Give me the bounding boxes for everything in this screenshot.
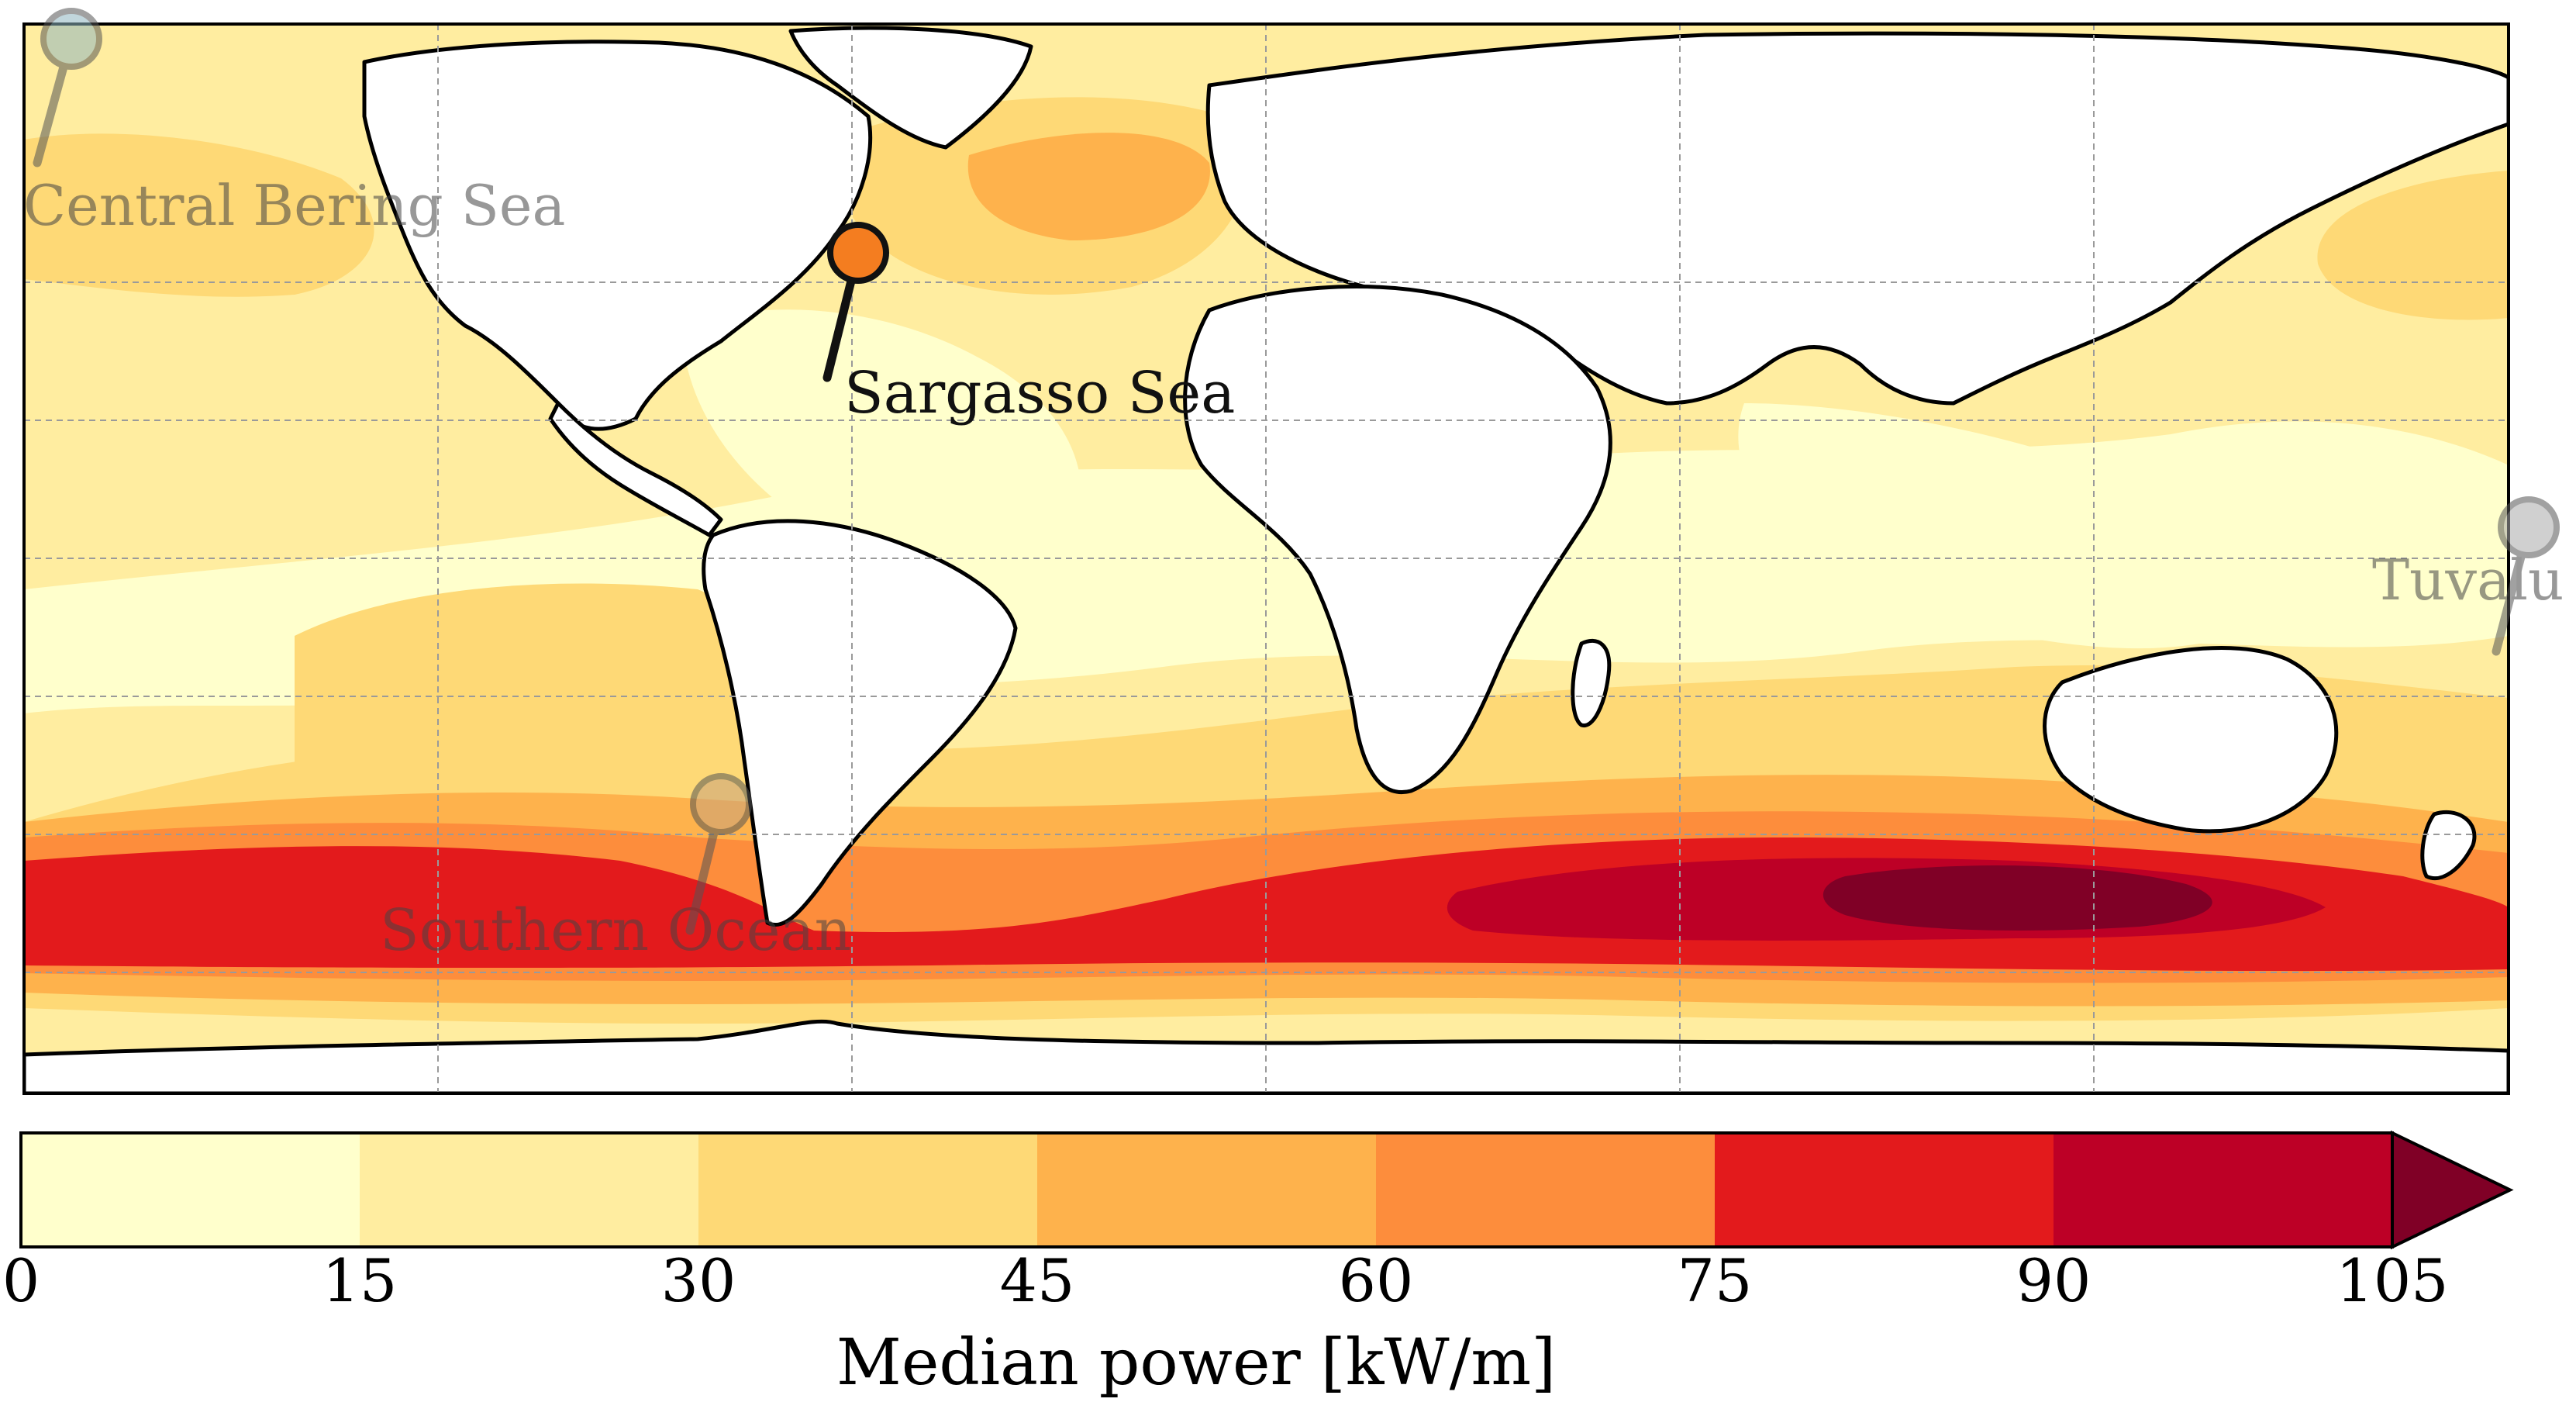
south-america [702, 519, 1018, 927]
marker-tuvalu[interactable]: Tuvalu [2372, 496, 2564, 656]
colorbar-bins [21, 1130, 2514, 1250]
marker-pin-icon [690, 773, 752, 835]
contour-0-15-atlantic [682, 309, 1081, 572]
colorbar-tick-label: 15 [322, 1246, 398, 1315]
map-frame [22, 22, 2510, 1095]
contour-30-45-south-pacific-bulge [295, 583, 768, 775]
australia [2043, 646, 2339, 834]
marker-pin-icon [2498, 496, 2560, 558]
madagascar [1571, 638, 1612, 727]
colorbar-tick-label: 30 [661, 1246, 736, 1315]
colorbar-bin-15-30 [360, 1133, 698, 1247]
contour-105-plus-south-indian [1823, 865, 2212, 931]
colorbar-bin-90-105 [2054, 1133, 2392, 1247]
colorbar-frame [19, 1131, 2394, 1248]
colorbar: 0 15 30 45 60 75 90 105 Median power [kW/m] [2, 1130, 2514, 1400]
colorbar-tick-label: 45 [1000, 1246, 1075, 1315]
greenland [788, 26, 1033, 150]
colorbar-bin-60-75 [1376, 1133, 1715, 1247]
colorbar-extend-arrow [2391, 1130, 2514, 1250]
marker-label: Sargasso Sea [844, 360, 1235, 426]
colorbar-bin-30-45 [698, 1133, 1037, 1247]
marker-southern-ocean[interactable]: Southern Ocean [380, 773, 851, 964]
colorbar-tick-label: 105 [2336, 1246, 2448, 1315]
north-america [362, 40, 873, 431]
location-markers: Central Bering Sea Sargasso Sea Tuvalu Sout… [23, 8, 2564, 964]
colorbar-tick-label: 60 [1339, 1246, 1414, 1315]
marker-sargasso-sea[interactable]: Sargasso Sea [822, 222, 1235, 426]
marker-central-bering-sea[interactable]: Central Bering Sea [23, 8, 565, 238]
marker-pin-icon [40, 8, 102, 70]
colorbar-label: Median power [kW/m] [836, 1326, 1556, 1400]
marker-pin-icon [827, 222, 889, 284]
colorbar-bin-0-15 [21, 1133, 360, 1247]
africa [1183, 285, 1612, 794]
marker-label: Tuvalu [2372, 547, 2564, 613]
marker-label: Southern Ocean [380, 897, 851, 964]
colorbar-tick-label: 0 [2, 1246, 40, 1315]
contour-45-60-north-atlantic [967, 133, 1210, 240]
colorbar-bin-45-60 [1037, 1133, 1376, 1247]
colorbar-ticks: 0 15 30 45 60 75 90 105 [2, 1246, 2449, 1315]
contour-0-15-indian [1738, 403, 2257, 649]
colorbar-bin-75-90 [1715, 1133, 2054, 1247]
marker-label: Central Bering Sea [23, 173, 565, 238]
new-zealand [2420, 810, 2477, 881]
colorbar-tick-label: 75 [1678, 1246, 1753, 1315]
central-america [548, 401, 723, 537]
colorbar-tick-label: 90 [2016, 1246, 2091, 1315]
wave-power-map [24, 24, 2509, 1093]
graticule [24, 24, 2509, 1093]
contour-30-45-north-pacific-east [24, 133, 374, 297]
